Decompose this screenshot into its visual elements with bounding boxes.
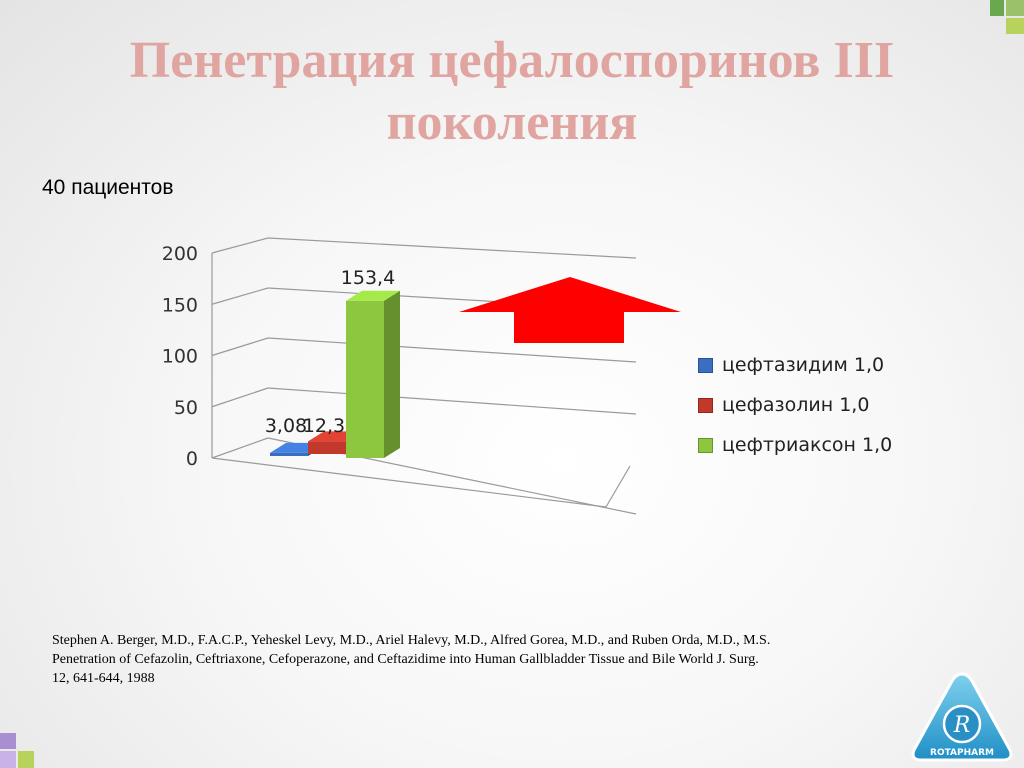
y-tick-label: 200 [162,243,198,265]
legend-swatch-ceftazidime [698,357,713,373]
bar-front-face [308,441,346,454]
legend-label-ceftazidime: цефтазидим 1,0 [722,354,885,376]
y-tick-label: 100 [162,346,198,368]
legend-swatch-cefazolin [698,397,713,413]
bar-front-face [346,300,384,458]
bar-top-face [346,290,400,301]
gridline-side [211,437,269,459]
floor-right-edge [605,465,631,508]
legend-label-ceftriaxone: цефтриаксон 1,0 [722,434,893,456]
y-axis-ticks: 200 150 100 50 0 [162,243,198,470]
red-up-arrow [459,277,681,343]
gridline-side [211,337,269,357]
gridline-side [211,387,269,408]
floor-front-edge [211,457,607,508]
legend-label-cefazolin: цефазолин 1,0 [722,394,870,416]
logo-text: ROTAPHARM [930,748,994,758]
gridline-back [267,387,637,415]
gridline-back [267,237,637,259]
y-tick-label: 50 [174,397,198,419]
bar-side-face [384,290,400,458]
legend-item-ceftazidime: цефтазидим 1,0 [698,345,892,385]
slide-title: Пенетрация цефалоспоринов III поколения [129,32,895,151]
data-label-1: 3,08 [265,415,307,437]
chart-bars [270,290,400,458]
y-tick-label: 150 [162,294,198,316]
patients-count: 40 пациентов [42,176,174,199]
chart-legend: цефтазидим 1,0 цефазолин 1,0 цефтриаксон… [698,345,892,465]
gridline-back [267,337,637,363]
gridline-side [211,287,269,305]
rotapharm-logo: R ROTAPHARM [911,672,1013,762]
data-label-2: 12,3 [303,415,345,437]
legend-item-cefazolin: цефазолин 1,0 [698,385,892,425]
data-label-3: 153,4 [341,267,395,289]
citation-text: Stephen A. Berger, M.D., F.A.C.P., Yehes… [52,633,771,686]
bar-3 [346,290,400,458]
gridline-side [211,237,269,254]
svg-text:R: R [953,713,971,738]
legend-item-ceftriaxone: цефтриаксон 1,0 [698,425,892,465]
y-tick-label: 0 [186,448,198,470]
bar-front-face [270,452,308,456]
legend-swatch-ceftriaxone [698,437,713,453]
